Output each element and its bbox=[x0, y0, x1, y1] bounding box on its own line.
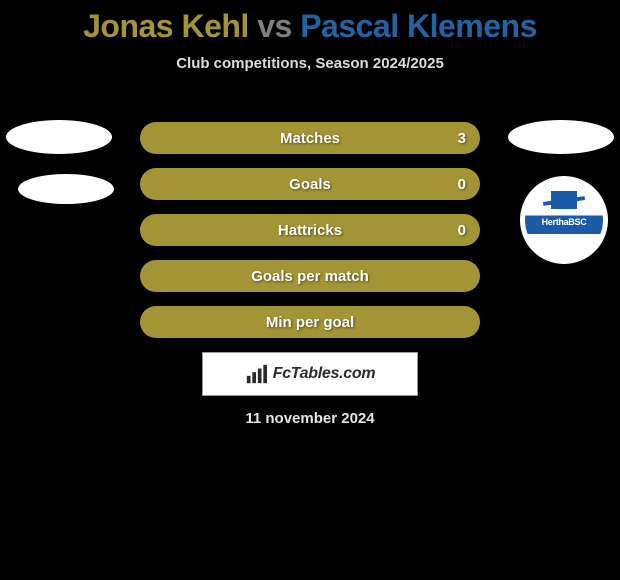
right-player-badges bbox=[508, 120, 614, 154]
club-badge: HerthaBSC bbox=[520, 176, 608, 264]
club-flag-icon bbox=[551, 191, 577, 209]
date-text: 11 november 2024 bbox=[0, 410, 620, 427]
club-badge-text: HerthaBSC bbox=[525, 217, 603, 227]
brand-text: FcTables.com bbox=[273, 365, 376, 383]
stat-bar-min-per-goal: Min per goal bbox=[140, 306, 480, 338]
left-player-badges bbox=[6, 120, 114, 224]
stat-bar-hattricks: Hattricks 0 bbox=[140, 214, 480, 246]
season-subtitle: Club competitions, Season 2024/2025 bbox=[0, 55, 620, 72]
comparison-title: Jonas Kehl vs Pascal Klemens bbox=[0, 0, 620, 45]
stat-label: Min per goal bbox=[266, 314, 354, 331]
stat-right-value: 3 bbox=[458, 130, 466, 147]
stat-right-value: 0 bbox=[458, 222, 466, 239]
vs-text: vs bbox=[257, 8, 292, 44]
stat-label: Matches bbox=[280, 130, 340, 147]
stat-label: Goals bbox=[289, 176, 331, 193]
right-badge-oval bbox=[508, 120, 614, 154]
player2-name: Pascal Klemens bbox=[300, 8, 537, 44]
stat-label: Hattricks bbox=[278, 222, 342, 239]
stat-label: Goals per match bbox=[251, 268, 369, 285]
stat-right-value: 0 bbox=[458, 176, 466, 193]
brand-box: FcTables.com bbox=[202, 352, 418, 396]
player1-name: Jonas Kehl bbox=[83, 8, 249, 44]
bars-icon bbox=[245, 363, 267, 385]
stat-bar-goals-per-match: Goals per match bbox=[140, 260, 480, 292]
stats-bars: Matches 3 Goals 0 Hattricks 0 Goals per … bbox=[140, 122, 480, 352]
stat-bar-matches: Matches 3 bbox=[140, 122, 480, 154]
stat-bar-goals: Goals 0 bbox=[140, 168, 480, 200]
club-badge-inner: HerthaBSC bbox=[525, 181, 603, 259]
left-badge-oval bbox=[18, 174, 114, 204]
left-badge-oval bbox=[6, 120, 112, 154]
